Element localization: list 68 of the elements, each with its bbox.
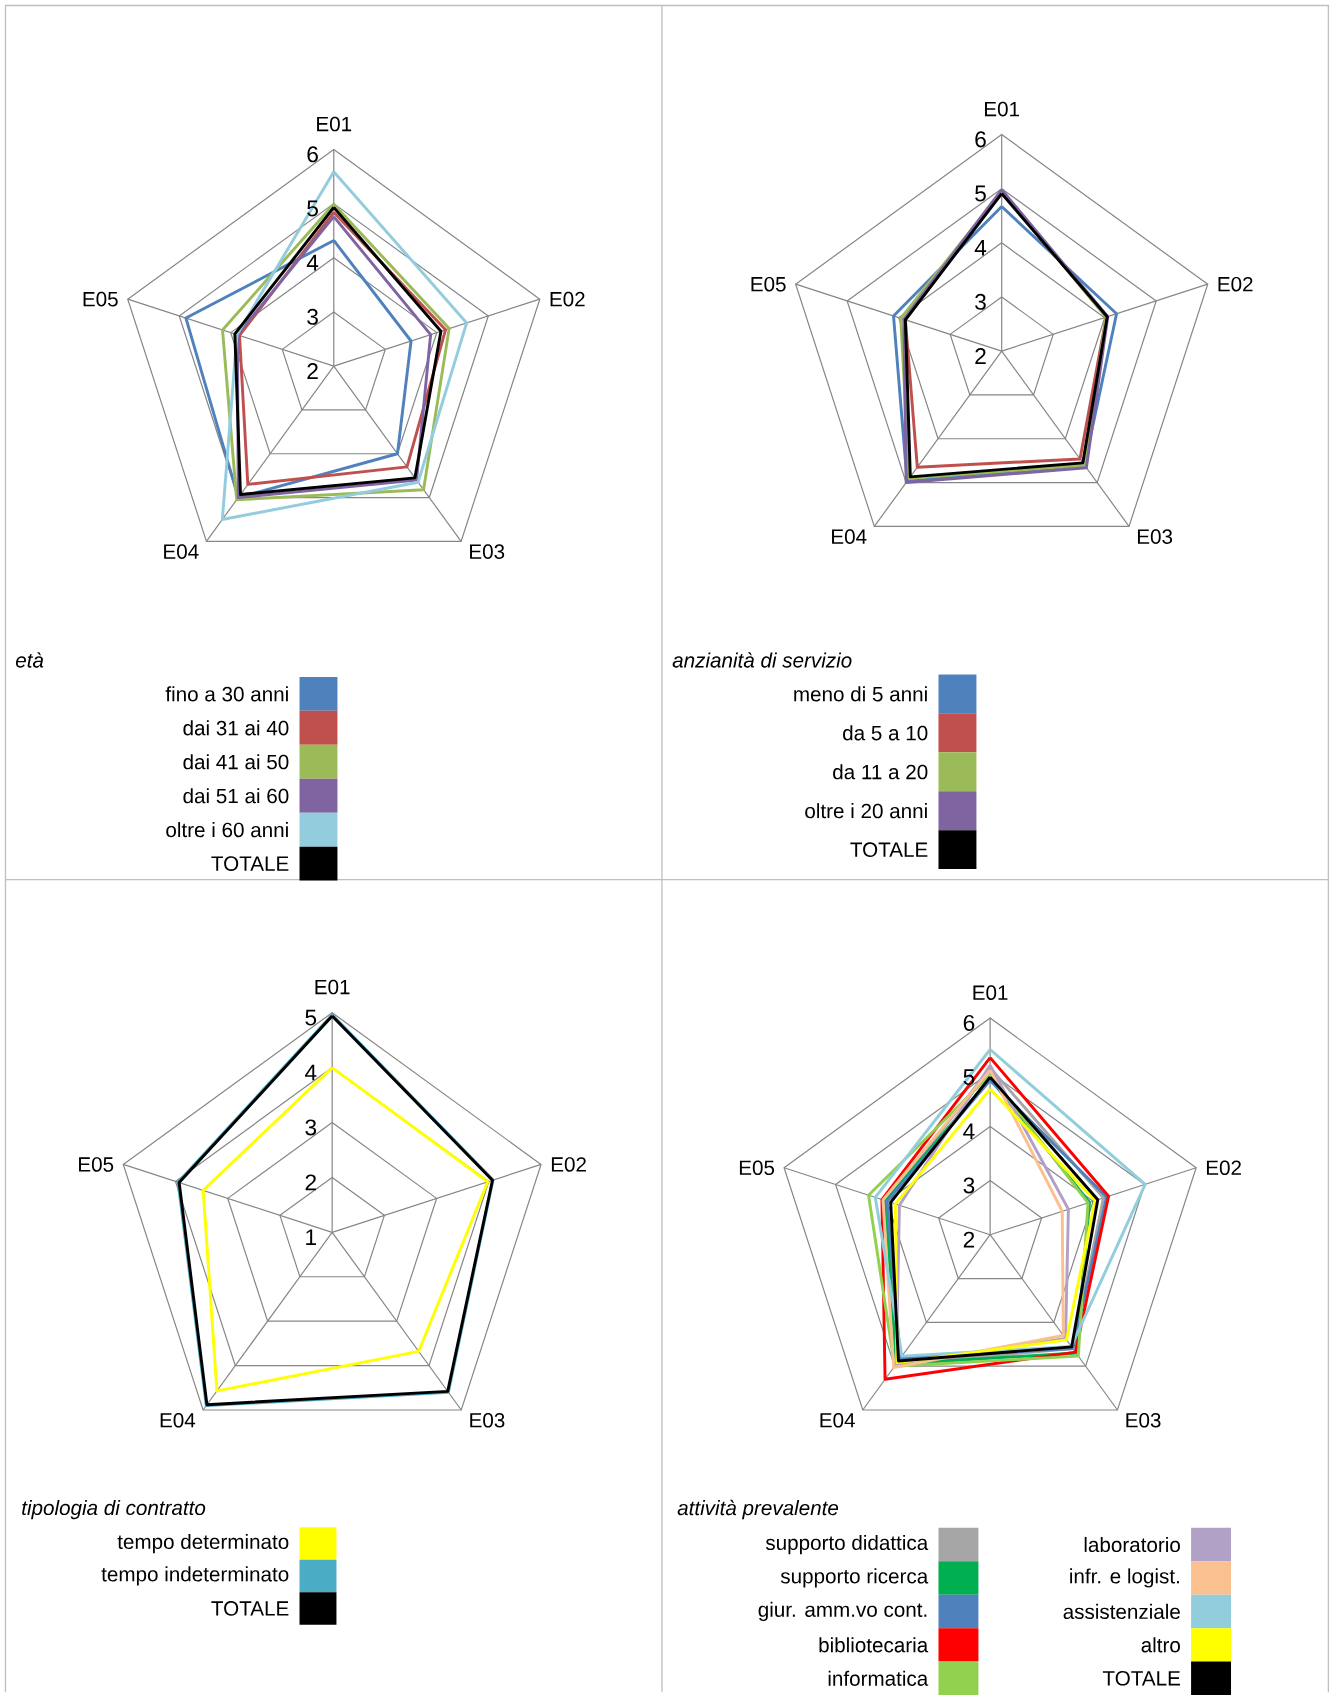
- spoke-label: E02: [1207, 1160, 1242, 1176]
- legend-label: dai 31 ai 40: [183, 720, 289, 736]
- y-tick-label: 2: [307, 363, 318, 379]
- spoke-label: E01: [973, 985, 1008, 1000]
- legend-label: supporto ricerca: [780, 1568, 929, 1588]
- legend-label: TOTALE: [850, 842, 928, 857]
- legend-title: età: [16, 652, 44, 668]
- spoke-label: E01: [315, 979, 350, 995]
- legend-label: infr. e logist.: [1070, 1568, 1180, 1588]
- spoke-label: E01: [985, 101, 1020, 117]
- y-tick-label: 3: [963, 1177, 975, 1194]
- legend-label: da 11 a 20: [833, 764, 928, 780]
- spoke-label: E05: [79, 1157, 114, 1172]
- y-tick-label: 5: [975, 185, 986, 202]
- y-tick-label: 6: [975, 131, 986, 148]
- legend-label: tempo determinato: [117, 1533, 289, 1554]
- spoke-label: E01: [317, 116, 352, 132]
- y-tick-label: 1: [306, 1229, 317, 1246]
- spoke-label: E05: [751, 276, 786, 292]
- legend-label: informatica: [828, 1670, 929, 1686]
- y-tick-label: 6: [307, 146, 318, 163]
- y-tick-label: 4: [974, 239, 987, 256]
- spoke-label: E04: [820, 1412, 855, 1428]
- spoke-label: E02: [1218, 276, 1253, 292]
- y-tick-label: 5: [307, 200, 318, 217]
- legend-label: oltre i 60 anni: [166, 822, 288, 838]
- legend-label: oltre i 20 anni: [805, 803, 927, 819]
- spoke-label: E05: [740, 1160, 775, 1176]
- y-tick-label: 6: [963, 1014, 975, 1031]
- y-tick-label: 2: [305, 1174, 316, 1191]
- y-tick-label: 5: [305, 1009, 317, 1026]
- legend-title: attività prevalente: [677, 1499, 839, 1520]
- legend-label: tempo indeterminato: [101, 1566, 289, 1586]
- legend-label: dai 41 ai 50: [183, 754, 289, 770]
- spoke-label: E04: [164, 544, 199, 559]
- spoke-label: E03: [1138, 529, 1173, 544]
- legend-label: fino a 30 anni: [165, 686, 288, 702]
- y-tick-label: 2: [975, 348, 986, 364]
- spoke-label: E05: [83, 291, 118, 307]
- y-tick-label: 4: [305, 1064, 317, 1081]
- spoke-label: E03: [470, 1412, 505, 1428]
- legend-label: altro: [1141, 1637, 1181, 1653]
- legend-label: bibliotecaria: [819, 1637, 929, 1653]
- legend-label: giur. amm.vo cont.: [758, 1601, 927, 1622]
- legend-title: anzianità di servizio: [672, 652, 852, 668]
- legend-label: TOTALE: [211, 856, 289, 871]
- y-tick-label: 3: [305, 1119, 317, 1136]
- y-tick-label: 5: [963, 1069, 975, 1086]
- y-tick-label: 3: [975, 293, 986, 310]
- y-tick-label: 2: [963, 1231, 975, 1248]
- spoke-label: E04: [832, 529, 867, 544]
- spoke-label: E03: [470, 544, 505, 559]
- y-tick-label: 4: [963, 1123, 975, 1140]
- legend-label: supporto didattica: [766, 1534, 929, 1555]
- legend-label: da 5 a 10: [843, 725, 928, 741]
- y-tick-label: 4: [306, 254, 319, 271]
- spoke-label: E02: [552, 1157, 586, 1172]
- y-tick-label: 3: [307, 308, 318, 325]
- spoke-label: E04: [160, 1412, 196, 1428]
- legend-label: dai 51 ai 60: [183, 788, 289, 804]
- legend-label: laboratorio: [1084, 1536, 1181, 1553]
- legend-label: TOTALE: [1103, 1671, 1181, 1686]
- spoke-label: E02: [550, 291, 585, 307]
- legend-label: meno di 5 anni: [794, 686, 927, 702]
- legend-label: assistenziale: [1063, 1603, 1180, 1619]
- legend-label: TOTALE: [211, 1601, 289, 1616]
- spoke-label: E03: [1126, 1412, 1161, 1428]
- legend-title: tipologia di contratto: [22, 1499, 206, 1520]
